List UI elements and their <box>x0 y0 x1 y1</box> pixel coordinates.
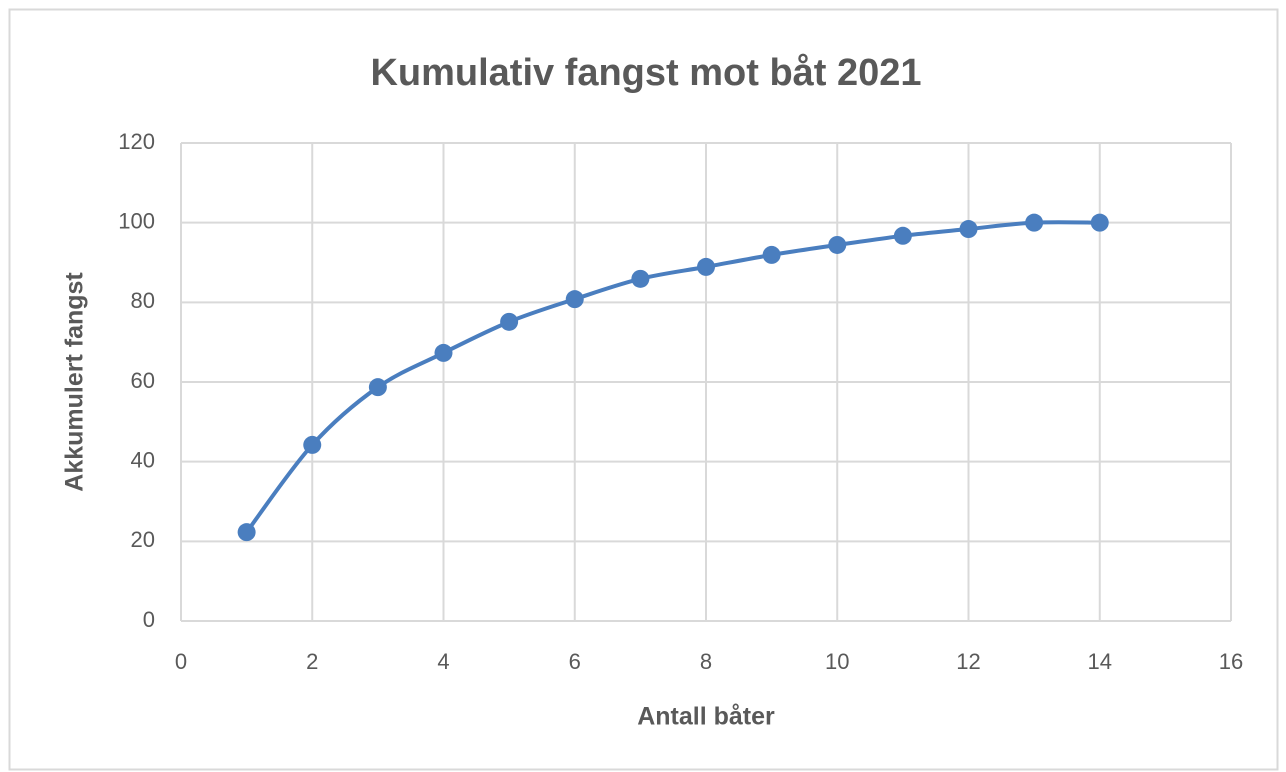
data-point <box>565 290 584 309</box>
x-tick-label: 8 <box>700 649 712 674</box>
data-point <box>1025 213 1044 232</box>
x-tick-label: 10 <box>825 649 849 674</box>
x-tick-label: 6 <box>569 649 581 674</box>
x-tick-label: 16 <box>1219 649 1243 674</box>
y-tick-label: 0 <box>143 607 155 632</box>
data-point <box>237 523 256 542</box>
data-point <box>368 378 387 397</box>
y-tick-label: 120 <box>118 129 155 154</box>
y-tick-label: 80 <box>131 288 155 313</box>
y-tick-label: 20 <box>131 527 155 552</box>
data-point <box>697 257 715 276</box>
y-tick-label: 40 <box>131 447 155 472</box>
y-axis-title: Akkumulert fangst <box>61 272 89 492</box>
data-point <box>303 435 322 454</box>
x-tick-label: 2 <box>306 649 318 674</box>
y-tick-label: 60 <box>131 368 155 393</box>
data-point <box>762 245 781 264</box>
data-point <box>434 343 453 362</box>
x-axis-title: Antall båter <box>637 703 775 731</box>
data-point <box>1090 213 1109 232</box>
data-point <box>893 226 912 245</box>
data-point <box>500 312 519 331</box>
data-point <box>631 269 650 288</box>
x-tick-label: 12 <box>956 649 980 674</box>
x-tick-label: 0 <box>175 649 187 674</box>
y-tick-label: 100 <box>118 208 155 233</box>
data-point <box>828 235 847 254</box>
x-tick-label: 4 <box>437 649 449 674</box>
chart-title: Kumulativ fangst mot båt 2021 <box>370 52 921 94</box>
data-point <box>959 220 978 239</box>
x-tick-label: 14 <box>1088 649 1112 674</box>
chart-frame <box>8 8 1279 771</box>
